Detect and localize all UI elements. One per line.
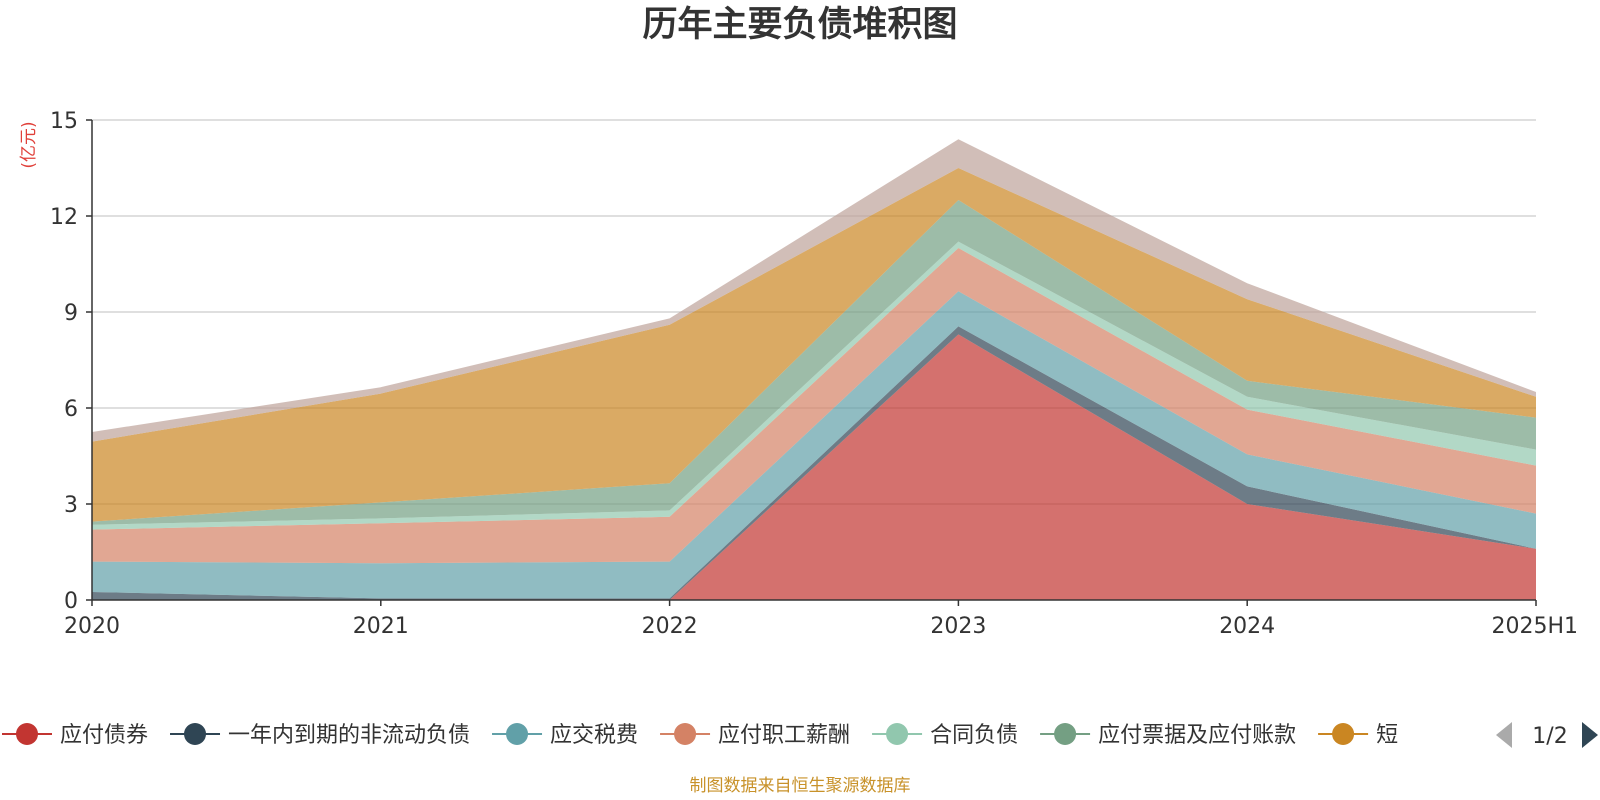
data-source-note: 制图数据来自恒生聚源数据库	[690, 776, 911, 796]
area-series-7	[92, 168, 1536, 522]
x-tick-label: 2021	[353, 614, 409, 639]
legend-item[interactable]: 应付债券	[2, 723, 148, 748]
x-tick-label: 2022	[642, 614, 698, 639]
legend-next-page-icon[interactable]	[1582, 722, 1598, 748]
legend-item[interactable]: 短	[1318, 723, 1398, 748]
legend-item[interactable]: 合同负债	[872, 723, 1018, 748]
x-tick-label: 2025H1	[1491, 614, 1578, 639]
area-series-3	[92, 291, 1536, 599]
x-tick-label: 2020	[64, 614, 120, 639]
y-tick-label: 3	[64, 493, 78, 518]
legend-item[interactable]: 一年内到期的非流动负债	[170, 723, 470, 748]
legend-item[interactable]: 应付票据及应付账款	[1040, 723, 1296, 748]
area-series-2	[92, 326, 1536, 600]
legend-prev-page-icon[interactable]	[1496, 722, 1512, 748]
y-tick-label: 9	[64, 301, 78, 326]
y-tick-label: 12	[50, 205, 78, 230]
legend-marker	[184, 723, 207, 745]
legend-label: 短	[1376, 723, 1398, 748]
legend-marker	[1054, 723, 1077, 745]
y-tick-label: 0	[64, 589, 78, 614]
legend-label: 应付债券	[60, 723, 148, 748]
y-tick-label: 6	[64, 397, 78, 422]
area-series-8	[92, 139, 1536, 442]
y-axis-unit: (亿元)	[19, 121, 39, 168]
area-series-1	[92, 334, 1536, 600]
area-series-6	[92, 200, 1536, 525]
legend-label: 应付票据及应付账款	[1098, 723, 1296, 748]
legend-page-indicator: 1/2	[1532, 724, 1567, 749]
legend-label: 合同负债	[930, 723, 1018, 748]
axes: 0 3 6 9 12 15 2020 2021 2022 2023 2024 2025H1	[50, 109, 1578, 639]
legend-item[interactable]: 应交税费	[492, 723, 638, 748]
y-tick-label: 15	[50, 109, 78, 134]
legend-marker	[16, 723, 38, 745]
legend-item[interactable]: 应付职工薪酬	[660, 723, 850, 748]
legend-label: 一年内到期的非流动负债	[228, 723, 470, 748]
x-tick-label: 2024	[1219, 614, 1275, 639]
legend-marker	[1332, 723, 1355, 745]
legend-label: 应付职工薪酬	[718, 723, 850, 748]
legend-marker	[674, 723, 697, 745]
legend-marker	[886, 723, 909, 745]
legend-items: 应付债券 一年内到期的非流动负债 应交税费 应付职工薪酬 合同负债 应付票据及应付账款 短	[2, 723, 1398, 748]
legend-label: 应交税费	[550, 723, 638, 748]
area-series-group	[92, 139, 1536, 600]
legend-marker	[506, 723, 529, 745]
legend: 应付债券 一年内到期的非流动负债 应交税费 应付职工薪酬 合同负债 应付票据及应付账款 短 1…	[2, 722, 1598, 749]
area-series-4	[92, 248, 1536, 564]
x-tick-label: 2023	[930, 614, 986, 639]
chart-title: 历年主要负债堆积图	[642, 5, 957, 45]
